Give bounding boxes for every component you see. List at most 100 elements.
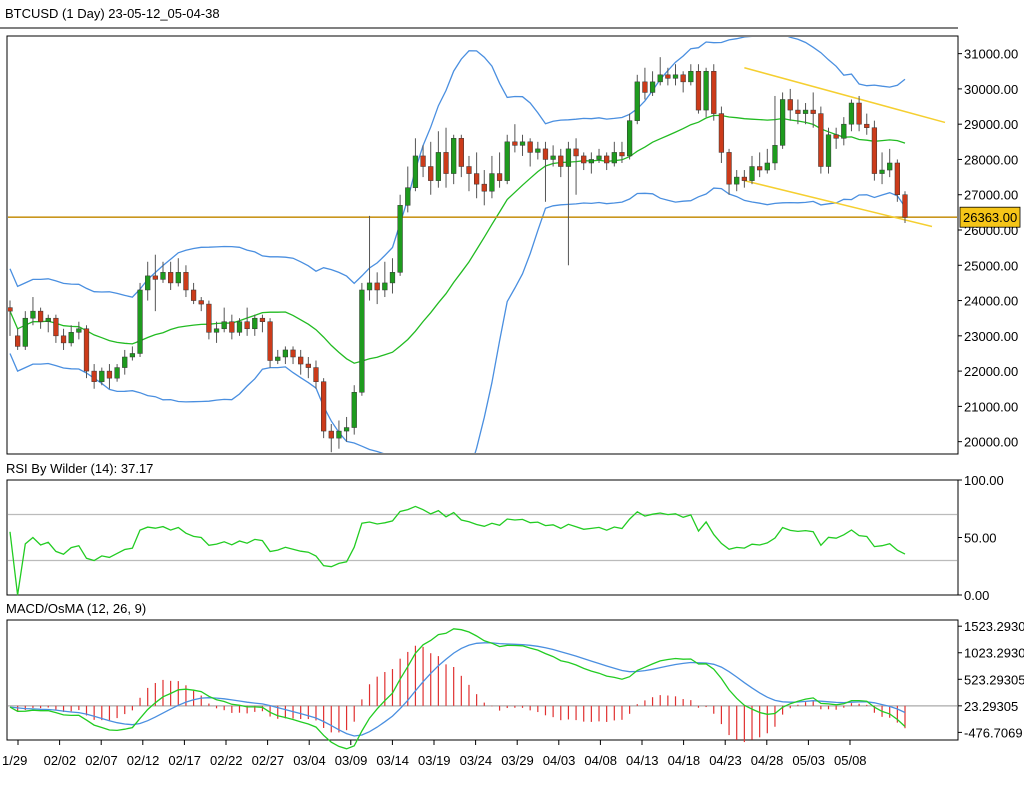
candle: [37, 307, 44, 329]
candle-body: [305, 363, 311, 368]
macd-tick-label: 1523.2930: [964, 619, 1024, 634]
candle: [259, 314, 266, 333]
candle: [213, 321, 220, 343]
date-tick-label: 03/09: [335, 753, 368, 768]
candle: [313, 360, 319, 389]
candle-body: [718, 113, 725, 153]
date-tick-label: 04/23: [709, 753, 742, 768]
candle-body: [374, 282, 380, 291]
candle-body: [129, 353, 136, 358]
candle-body: [351, 392, 357, 428]
candle-body: [145, 275, 151, 291]
rsi-title: RSI By Wilder (14): 37.17: [6, 461, 153, 476]
header-bar: [0, 0, 1024, 28]
candle: [275, 349, 281, 365]
candle: [60, 328, 67, 350]
candle-body: [604, 155, 610, 164]
candle: [76, 321, 82, 340]
candle: [841, 117, 847, 146]
candle-body: [206, 303, 212, 333]
candle: [15, 328, 21, 350]
channel-lower-line: [744, 179, 933, 228]
price-tick-label: 31000.00: [964, 47, 1018, 62]
rsi-line: [9, 505, 906, 596]
candle: [764, 148, 770, 174]
macd-tick-label: 1023.2930: [964, 646, 1024, 661]
candle: [152, 254, 158, 312]
candle-body: [519, 141, 526, 146]
candle-body: [252, 317, 258, 330]
candle: [68, 325, 74, 347]
date-tick-label: 04/28: [751, 753, 784, 768]
candle-body: [328, 430, 334, 439]
candle-body: [114, 367, 120, 379]
date-tick-label: 03/04: [293, 753, 326, 768]
candle-body: [588, 159, 594, 164]
candle-body: [802, 109, 809, 114]
candle: [129, 346, 136, 361]
candle: [99, 367, 105, 386]
candle-body: [741, 176, 747, 181]
price-tick-label: 23000.00: [964, 329, 1018, 344]
candle-body: [45, 317, 51, 322]
candle-body: [787, 99, 793, 111]
candle: [137, 282, 143, 357]
price-tick-label: 29000.00: [964, 117, 1018, 132]
candle: [581, 152, 587, 171]
candle-body: [611, 152, 617, 164]
candle: [160, 261, 166, 283]
candle: [298, 349, 304, 375]
candle-body: [504, 141, 510, 181]
candle: [504, 134, 510, 185]
candle: [542, 141, 549, 202]
candle-body: [389, 272, 396, 284]
macd-tick-label: 23.29305: [964, 699, 1018, 714]
candle-body: [841, 123, 847, 139]
candle-body: [68, 332, 74, 344]
candle: [695, 64, 702, 114]
candle: [221, 307, 227, 333]
candle: [53, 314, 59, 343]
candle-body: [275, 356, 281, 361]
candle: [244, 307, 250, 336]
candle-body: [496, 173, 503, 181]
candle-body: [772, 145, 778, 164]
price-tick-label: 27000.00: [964, 188, 1018, 203]
macd-tick-label: 523.29305: [964, 672, 1024, 687]
date-tick-label: 02/02: [44, 753, 77, 768]
candle-body: [657, 74, 663, 83]
candle-body: [848, 102, 855, 125]
candle-body: [634, 81, 640, 121]
candle: [236, 318, 243, 336]
candle: [795, 99, 801, 125]
candle: [145, 261, 151, 301]
candle-body: [596, 155, 602, 160]
date-tick-label: 04/08: [584, 753, 617, 768]
date-tick-label: 1/29: [2, 753, 27, 768]
candle: [290, 346, 296, 365]
date-tick-label: 03/29: [501, 753, 534, 768]
candle-body: [695, 71, 702, 111]
candle: [879, 152, 885, 185]
candle-body: [60, 335, 67, 344]
last-price-tag: [959, 206, 1021, 228]
date-tick-label: 05/08: [834, 753, 867, 768]
price-tick-label: 22000.00: [964, 364, 1018, 379]
macd-signal-line: [9, 642, 906, 737]
candle: [366, 215, 373, 301]
candle-body: [466, 166, 472, 174]
candle: [336, 420, 342, 449]
candle: [83, 325, 90, 379]
candle: [412, 138, 419, 192]
candle-body: [626, 120, 633, 157]
date-tick-label: 03/14: [376, 753, 409, 768]
candle: [619, 141, 625, 163]
candle: [573, 138, 579, 195]
candle: [175, 258, 181, 287]
candle-body: [198, 300, 204, 305]
candle: [252, 314, 258, 336]
candle: [894, 159, 900, 202]
candle: [428, 141, 434, 195]
candle-body: [282, 349, 289, 358]
price-layer: [8, 37, 957, 453]
